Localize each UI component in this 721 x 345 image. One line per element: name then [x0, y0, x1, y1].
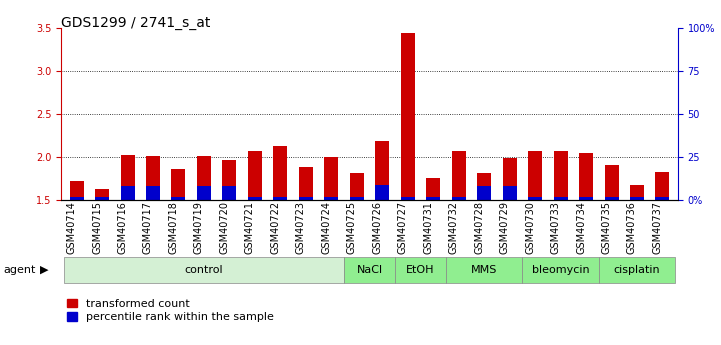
- Legend: transformed count, percentile rank within the sample: transformed count, percentile rank withi…: [67, 299, 273, 322]
- Bar: [120, 186, 135, 200]
- Text: GSM40714: GSM40714: [66, 201, 76, 254]
- Text: GSM40725: GSM40725: [347, 201, 357, 254]
- Text: MMS: MMS: [471, 265, 497, 275]
- Text: GDS1299 / 2741_s_at: GDS1299 / 2741_s_at: [61, 16, 211, 30]
- Bar: [324, 197, 338, 200]
- Text: GSM40734: GSM40734: [576, 201, 586, 254]
- Bar: [446, 257, 522, 283]
- Bar: [451, 151, 466, 200]
- Text: GSM40719: GSM40719: [194, 201, 204, 254]
- Bar: [401, 197, 415, 200]
- Bar: [298, 197, 313, 200]
- Bar: [350, 197, 364, 200]
- Bar: [298, 167, 313, 200]
- Bar: [324, 157, 338, 200]
- Text: GSM40727: GSM40727: [398, 201, 407, 254]
- Text: GSM40720: GSM40720: [219, 201, 229, 254]
- Bar: [146, 186, 160, 200]
- Bar: [655, 171, 670, 200]
- Text: GSM40732: GSM40732: [448, 201, 459, 254]
- Text: cisplatin: cisplatin: [614, 265, 660, 275]
- Bar: [248, 197, 262, 200]
- Text: GSM40736: GSM40736: [627, 201, 637, 254]
- Text: GSM40723: GSM40723: [296, 201, 306, 254]
- Bar: [95, 197, 109, 200]
- Bar: [350, 172, 364, 200]
- Text: GSM40733: GSM40733: [551, 201, 560, 254]
- Text: GSM40722: GSM40722: [270, 201, 280, 254]
- Bar: [477, 186, 491, 200]
- Bar: [522, 257, 598, 283]
- Bar: [120, 155, 135, 200]
- Bar: [375, 185, 389, 200]
- Bar: [528, 197, 542, 200]
- Bar: [172, 197, 185, 200]
- Bar: [604, 165, 619, 200]
- Bar: [248, 151, 262, 200]
- Bar: [630, 197, 644, 200]
- Bar: [604, 197, 619, 200]
- Bar: [395, 257, 446, 283]
- Text: GSM40715: GSM40715: [92, 201, 102, 254]
- Text: GSM40729: GSM40729: [500, 201, 510, 254]
- Bar: [554, 151, 567, 200]
- Text: GSM40718: GSM40718: [169, 201, 179, 254]
- Text: EtOH: EtOH: [406, 265, 435, 275]
- Text: control: control: [185, 265, 224, 275]
- Bar: [172, 169, 185, 200]
- Bar: [197, 156, 211, 200]
- Bar: [146, 156, 160, 200]
- Bar: [222, 159, 236, 200]
- Text: GSM40726: GSM40726: [372, 201, 382, 254]
- Bar: [344, 257, 395, 283]
- Bar: [579, 197, 593, 200]
- Text: GSM40716: GSM40716: [118, 201, 128, 254]
- Bar: [273, 197, 288, 200]
- Text: agent: agent: [4, 265, 36, 275]
- Bar: [375, 141, 389, 200]
- Text: GSM40731: GSM40731: [423, 201, 433, 254]
- Bar: [426, 197, 441, 200]
- Text: GSM40717: GSM40717: [143, 201, 153, 254]
- Bar: [503, 186, 517, 200]
- Bar: [477, 173, 491, 200]
- Bar: [197, 186, 211, 200]
- Bar: [451, 197, 466, 200]
- Bar: [554, 197, 567, 200]
- Text: GSM40735: GSM40735: [601, 201, 611, 254]
- Bar: [630, 185, 644, 200]
- Text: NaCl: NaCl: [356, 265, 383, 275]
- Text: GSM40728: GSM40728: [474, 201, 484, 254]
- Bar: [222, 186, 236, 200]
- Bar: [69, 181, 84, 200]
- Bar: [579, 152, 593, 200]
- Text: GSM40737: GSM40737: [653, 201, 663, 254]
- Bar: [655, 197, 670, 200]
- Bar: [95, 189, 109, 200]
- Bar: [598, 257, 675, 283]
- Bar: [64, 257, 344, 283]
- Bar: [503, 158, 517, 200]
- Bar: [401, 33, 415, 200]
- Bar: [528, 151, 542, 200]
- Bar: [426, 178, 441, 200]
- Bar: [69, 197, 84, 200]
- Text: GSM40724: GSM40724: [322, 201, 332, 254]
- Text: GSM40721: GSM40721: [245, 201, 255, 254]
- Text: bleomycin: bleomycin: [532, 265, 589, 275]
- Text: ▶: ▶: [40, 265, 49, 275]
- Text: GSM40730: GSM40730: [525, 201, 535, 254]
- Bar: [273, 146, 288, 200]
